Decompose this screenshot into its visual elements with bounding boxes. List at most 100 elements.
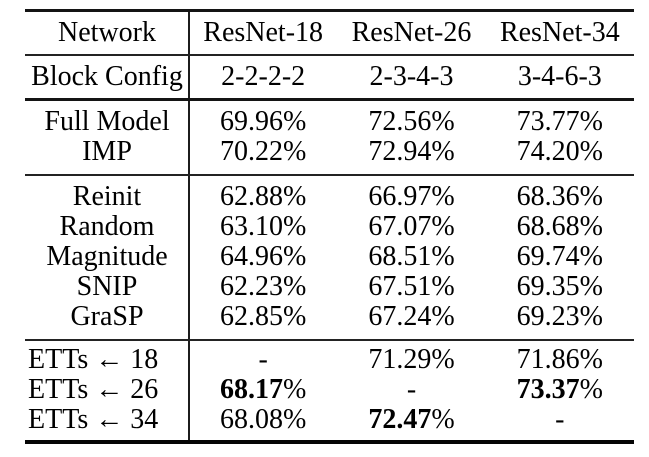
cell-value: 68.08 — [220, 404, 283, 435]
table-row: Reinit 62.88% 66.97% 68.36% — [25, 182, 634, 212]
percent-sign: % — [579, 136, 603, 167]
row-label: GraSP — [70, 301, 144, 332]
row-label: Full Model — [44, 106, 170, 137]
cell-value: 69.74 — [516, 241, 580, 272]
table-row: Random 63.10% 67.07% 68.68% — [25, 212, 634, 242]
config-divider-rule — [25, 98, 634, 101]
percent-sign: % — [283, 136, 307, 167]
table-cell: 68.17% — [189, 375, 337, 405]
table-section-pruning-methods: Reinit 62.88% 66.97% 68.36% Random 63.10% 67.0… — [25, 176, 634, 339]
percent-sign: % — [431, 241, 455, 272]
cell-value: 68.51 — [368, 241, 432, 272]
percent-sign: % — [283, 404, 307, 435]
percent-sign: % — [431, 301, 455, 332]
row-label: SNIP — [76, 271, 138, 302]
percent-sign: % — [579, 301, 603, 332]
cell-value: 73.77 — [516, 106, 580, 137]
block-config-row: Block Config 2-2-2-2 2-3-4-3 3-4-6-3 — [25, 56, 634, 98]
cell-value: 68.68 — [516, 211, 580, 242]
percent-sign: % — [431, 344, 455, 375]
table-cell: 70.22% — [189, 137, 337, 167]
percent-sign: % — [579, 241, 603, 272]
block-config-resnet18: 2-2-2-2 — [221, 61, 306, 92]
table-cell: - — [337, 375, 485, 405]
table-cell: 62.88% — [189, 182, 337, 212]
table-row: SNIP 62.23% 67.51% 69.35% — [25, 272, 634, 302]
table-cell: 69.23% — [486, 302, 634, 332]
table-row: Magnitude 64.96% 68.51% 69.74% — [25, 242, 634, 272]
row-label: ETTs ← 34 — [28, 404, 159, 435]
column-divider — [188, 176, 190, 339]
row-label: ETTs ← 26 — [28, 374, 159, 405]
row-label: Reinit — [72, 181, 142, 212]
percent-sign: % — [431, 211, 455, 242]
table-cell: 74.20% — [486, 137, 634, 167]
table-section-baseline: Full Model 69.96% 72.56% 73.77% IMP 70.22% 72.… — [25, 101, 634, 174]
percent-sign: % — [431, 106, 455, 137]
cell-value: 67.24 — [368, 301, 432, 332]
table-cell: 68.08% — [189, 405, 337, 435]
cell-value: - — [555, 404, 565, 435]
table-cell: 66.97% — [337, 182, 485, 212]
percent-sign: % — [579, 271, 603, 302]
header-row: Network ResNet-18 ResNet-26 ResNet-34 — [25, 12, 634, 54]
table-row: Full Model 69.96% 72.56% 73.77% — [25, 107, 634, 137]
cell-value: 69.23 — [516, 301, 580, 332]
column-divider — [188, 56, 190, 98]
cell-value: 73.37 — [516, 374, 580, 405]
block-config-label: Block Config — [31, 61, 183, 92]
table-cell: 73.77% — [486, 107, 634, 137]
bottom-rule — [25, 440, 634, 444]
percent-sign: % — [283, 181, 307, 212]
cell-value: 74.20 — [516, 136, 580, 167]
percent-sign: % — [579, 344, 603, 375]
column-divider — [188, 341, 190, 440]
percent-sign: % — [283, 271, 307, 302]
header-divider-rule — [25, 54, 634, 56]
table-cell: 69.96% — [189, 107, 337, 137]
percent-sign: % — [283, 211, 307, 242]
table-cell: 68.68% — [486, 212, 634, 242]
table-cell: 73.37% — [486, 375, 634, 405]
table-cell: 68.51% — [337, 242, 485, 272]
column-header-resnet34: ResNet-34 — [499, 17, 620, 48]
cell-value: 67.07 — [368, 211, 432, 242]
block-config-resnet34: 3-4-6-3 — [517, 61, 602, 92]
table-cell: 72.94% — [337, 137, 485, 167]
table-cell: 62.23% — [189, 272, 337, 302]
header-row-section: Network ResNet-18 ResNet-26 ResNet-34 — [25, 12, 634, 54]
row-label: Magnitude — [46, 241, 168, 272]
cell-value: - — [258, 344, 268, 375]
block-config-section: Block Config 2-2-2-2 2-3-4-3 3-4-6-3 — [25, 56, 634, 98]
table-row: ETTs ← 26 68.17% - 73.37% — [25, 375, 634, 405]
cell-value: 70.22 — [220, 136, 283, 167]
percent-sign: % — [579, 181, 603, 212]
percent-sign: % — [283, 301, 307, 332]
table-cell: 68.36% — [486, 182, 634, 212]
cell-value: 72.56 — [368, 106, 432, 137]
table-sections: Full Model 69.96% 72.56% 73.77% IMP 70.22% 72.… — [25, 101, 634, 440]
table-cell: 67.51% — [337, 272, 485, 302]
table-row: ETTs ← 18-71.29% 71.86% — [25, 345, 634, 375]
cell-value: 71.86 — [516, 344, 580, 375]
cell-value: - — [406, 374, 417, 405]
table-cell: 72.47% — [337, 405, 485, 435]
cell-value: 62.88 — [220, 181, 283, 212]
cell-value: 66.97 — [368, 181, 432, 212]
block-config-resnet26: 2-3-4-3 — [369, 61, 454, 92]
cell-value: 63.10 — [220, 211, 283, 242]
table-cell: 67.07% — [337, 212, 485, 242]
table-row: ETTs ← 34 68.08% 72.47% - — [25, 405, 634, 435]
cell-value: 68.36 — [516, 181, 580, 212]
cell-value: 67.51 — [368, 271, 432, 302]
table-cell: 71.29% — [337, 345, 485, 375]
table-cell: - — [189, 345, 337, 375]
table-cell: 63.10% — [189, 212, 337, 242]
percent-sign: % — [431, 136, 455, 167]
table-cell: 72.56% — [337, 107, 485, 137]
percent-sign: % — [431, 404, 455, 435]
row-label: IMP — [82, 136, 132, 167]
percent-sign: % — [283, 106, 307, 137]
section-divider-rule — [25, 339, 634, 341]
table-section-etts: ETTs ← 18-71.29% 71.86% ETTs ← 26 68.17% -73… — [25, 341, 634, 440]
